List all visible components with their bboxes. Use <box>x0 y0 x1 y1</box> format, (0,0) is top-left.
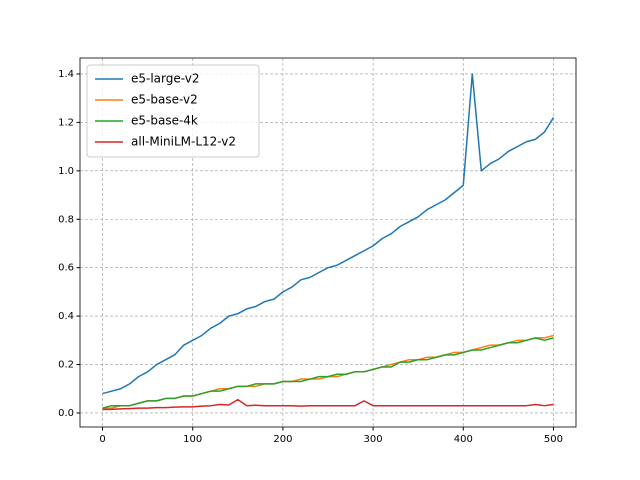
legend-label: e5-base-v2 <box>131 93 198 107</box>
line <box>102 73 555 395</box>
x-tick-label: 500 <box>544 434 563 445</box>
x-tick-label: 100 <box>183 434 202 445</box>
legend-label: e5-large-v2 <box>131 72 200 86</box>
y-tick-label: 1.0 <box>58 166 74 177</box>
y-tick-label: 0.2 <box>58 360 74 371</box>
x-tick-label: 0 <box>99 434 105 445</box>
legend-label: all-MiniLM-L12-v2 <box>131 135 236 149</box>
y-tick-label: 0.8 <box>58 214 74 225</box>
x-tick-label: 300 <box>364 434 383 445</box>
line <box>102 398 554 411</box>
legend-label: e5-base-4k <box>131 114 198 128</box>
y-tick-label: 1.4 <box>58 69 74 80</box>
line <box>102 337 554 409</box>
legend-box <box>86 64 260 158</box>
y-tick-label: 0.0 <box>58 408 74 419</box>
x-tick-label: 200 <box>273 434 292 445</box>
y-tick-label: 0.6 <box>58 263 74 274</box>
y-tick-label: 0.4 <box>58 311 74 322</box>
x-tick-label: 400 <box>454 434 473 445</box>
y-tick-label: 1.2 <box>58 117 74 128</box>
plot-frame <box>79 57 577 428</box>
